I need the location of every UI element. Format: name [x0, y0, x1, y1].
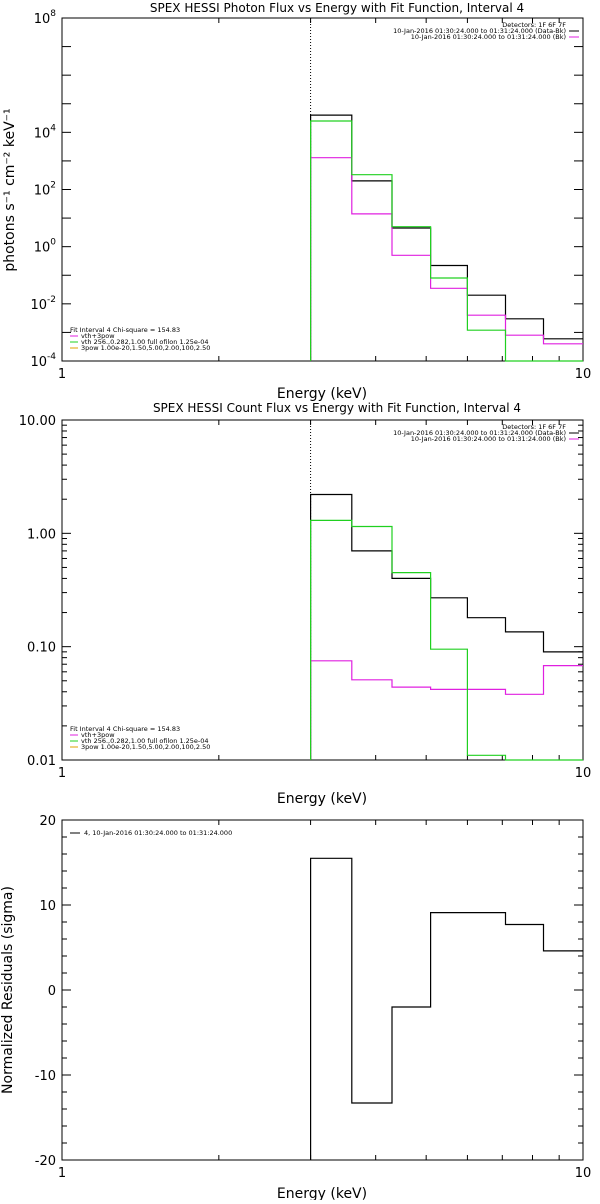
- info-line: 10-Jan-2016 01:30:24.000 to 01:31:24.000…: [411, 435, 566, 443]
- legend-entry: 4, 10-Jan-2016 01:30:24.000 to 01:31:24.…: [84, 829, 232, 837]
- panel-3-xlabel: Energy (keV): [277, 1186, 367, 1200]
- series-0-step: [310, 493, 583, 760]
- y-tick-label: -10: [35, 1069, 56, 1084]
- count-flux-panel: SPEX HESSI Count Flux vs Energy with Fit…: [19, 401, 591, 807]
- panel-3-series: [310, 857, 583, 1160]
- x-tick-label: 1: [58, 367, 66, 382]
- legend-entry: 3pow 1.00e-20,1.50,5.00,2.00,100,2.50: [81, 743, 210, 751]
- legend-entry: vth 256.,0.282,1.00 full ofilon 1.25e-04: [81, 338, 209, 346]
- legend-entry: Fit Interval 4 Chi-square = 154.83: [70, 326, 180, 334]
- panel-2-legend: Fit Interval 4 Chi-square = 154.83vth+3p…: [70, 725, 210, 751]
- y-tick-label: 108: [34, 9, 57, 27]
- panel-3-ylabel: Normalized Residuals (sigma): [0, 886, 16, 1094]
- y-tick-label: 0.10: [27, 641, 56, 656]
- series-2-step: [310, 120, 583, 362]
- series-0-step: [310, 857, 583, 1160]
- panel-1-legend: Fit Interval 4 Chi-square = 154.83vth+3p…: [70, 326, 210, 352]
- panel-1-ylabel: photons s⁻¹ cm⁻² keV⁻¹: [2, 108, 18, 271]
- y-tick-label: 10.00: [19, 414, 56, 429]
- residuals-panel: Energy (keV) Normalized Residuals (sigma…: [0, 814, 592, 1202]
- series-1-step: [310, 157, 583, 361]
- series-2-step: [310, 519, 583, 761]
- panel-1-series: [310, 18, 583, 362]
- legend-entry: vth+3pow: [81, 731, 115, 739]
- y-tick-label: 104: [34, 123, 57, 141]
- x-tick-label: 10: [575, 367, 592, 382]
- info-line: 10-Jan-2016 01:30:24.000 to 01:31:24.000…: [393, 27, 566, 35]
- panel-3-frame: [61, 819, 584, 1161]
- panel-2-title: SPEX HESSI Count Flux vs Energy with Fit…: [153, 401, 521, 415]
- y-tick-label: 0.01: [27, 754, 56, 769]
- legend-entry: 3pow 1.00e-20,1.50,5.00,2.00,100,2.50: [81, 344, 210, 352]
- panel-2-xlabel: Energy (keV): [277, 791, 367, 807]
- y-tick-label: 1.00: [27, 527, 56, 542]
- y-tick-label: 0: [48, 984, 56, 999]
- photon-flux-panel: SPEX HESSI Photon Flux vs Energy with Fi…: [2, 1, 591, 402]
- panel-3-legend: 4, 10-Jan-2016 01:30:24.000 to 01:31:24.…: [70, 829, 232, 837]
- y-tick-label: 20: [39, 814, 56, 829]
- panel-2-series: [310, 420, 583, 761]
- info-line: 10-Jan-2016 01:30:24.000 to 01:31:24.000…: [393, 429, 566, 437]
- panel-1-ticks: [61, 17, 584, 362]
- y-tick-label: 10: [39, 899, 56, 914]
- panel-3-ticks: [61, 819, 584, 1161]
- legend-entry: Fit Interval 4 Chi-square = 154.83: [70, 725, 180, 733]
- panel-2-frame: [61, 419, 584, 761]
- y-tick-label: 102: [34, 181, 56, 199]
- panel-2-ticks: [61, 419, 584, 761]
- x-tick-label: 1: [58, 1166, 66, 1181]
- y-tick-label: 100: [34, 238, 57, 256]
- panel-1-xlabel: Energy (keV): [277, 386, 367, 402]
- panel-2-tick-labels: 1 10 10.00 1.00 0.10 0.01: [19, 414, 591, 781]
- series-1-step: [310, 660, 583, 760]
- x-tick-label: 10: [575, 766, 592, 781]
- legend-entry: vth+3pow: [81, 332, 115, 340]
- panel-1-tick-labels: 1 10 10-4 10-2 100 102 104 108: [30, 9, 591, 382]
- x-tick-label: 10: [575, 1166, 592, 1181]
- panel-3-tick-labels: 1 10 20 10 0 -10 -20: [35, 814, 592, 1181]
- info-line: Detectors: 1F 6F 7F: [502, 423, 566, 431]
- y-tick-label: 10-4: [30, 352, 56, 370]
- y-tick-label: -20: [35, 1154, 56, 1169]
- panel-1-frame: [61, 17, 584, 362]
- info-line: 10-Jan-2016 01:30:24.000 to 01:31:24.000…: [411, 33, 566, 41]
- panel-1-title: SPEX HESSI Photon Flux vs Energy with Fi…: [150, 1, 524, 15]
- x-tick-label: 1: [58, 766, 66, 781]
- legend-entry: vth 256.,0.282,1.00 full ofilon 1.25e-04: [81, 737, 209, 745]
- y-tick-label: 10-2: [30, 295, 56, 313]
- info-line: Detectors: 1F 6F 7F: [502, 21, 566, 29]
